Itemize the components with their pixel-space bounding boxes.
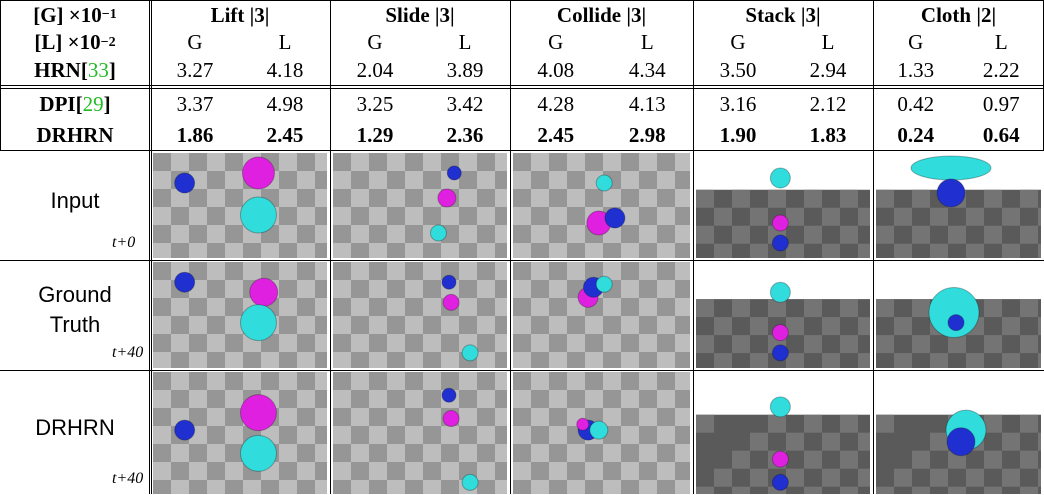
row-label: Input xyxy=(0,186,150,216)
simulation-image xyxy=(876,262,1041,368)
metric-header: L xyxy=(278,30,292,54)
rule xyxy=(510,0,511,494)
simulation-image xyxy=(876,372,1041,494)
row-label: Ground Truth xyxy=(0,280,150,340)
task-header: Collide |3| xyxy=(556,2,647,27)
citation-ref: 33 xyxy=(87,57,109,82)
table-value: 4.98 xyxy=(266,92,304,116)
rule xyxy=(149,0,150,494)
scale-text: [G] ×10 xyxy=(33,2,102,27)
citation-ref: 29 xyxy=(82,92,104,116)
task-header: Lift |3| xyxy=(210,2,270,27)
metric-header: L xyxy=(821,30,835,54)
table-value: 3.42 xyxy=(446,92,484,116)
table-value: 3.27 xyxy=(176,57,214,82)
table-value: 0.97 xyxy=(982,92,1020,116)
table-value: 4.13 xyxy=(628,92,666,116)
simulation-image xyxy=(333,153,507,258)
time-label: t+40 xyxy=(112,344,144,361)
table-value: 2.45 xyxy=(537,122,575,147)
table-value: 4.18 xyxy=(266,57,304,82)
simulation-image xyxy=(513,262,690,368)
table-value: 3.16 xyxy=(719,92,757,116)
simulation-image xyxy=(876,153,1041,258)
table-value: 2.12 xyxy=(809,92,847,116)
simulation-image xyxy=(333,372,507,494)
method: HRN xyxy=(34,57,81,82)
table-value: 1.33 xyxy=(897,57,935,82)
simulation-image xyxy=(696,372,870,494)
rule xyxy=(873,0,874,494)
rule xyxy=(693,0,694,494)
metric-header: L xyxy=(994,30,1008,54)
table-value: 3.50 xyxy=(719,57,757,82)
rule xyxy=(151,0,152,494)
simulation-image xyxy=(513,372,690,494)
rule xyxy=(0,260,1044,261)
simulation-image xyxy=(333,262,507,368)
task-header: Cloth |2| xyxy=(920,2,997,27)
rule xyxy=(330,0,331,494)
metric-header: G xyxy=(367,30,383,54)
row-label-line: Input xyxy=(50,187,100,213)
method-name: HRN [33] xyxy=(34,57,116,82)
method-name: DRHRN xyxy=(0,120,150,150)
method-name: DPI[29] xyxy=(39,92,111,116)
row-label-line: Ground xyxy=(38,282,112,307)
time-label: t+0 xyxy=(112,234,136,251)
table-value: 1.29 xyxy=(356,122,394,147)
metric-header: G xyxy=(730,30,746,54)
metric-header: G xyxy=(548,30,564,54)
rule xyxy=(0,150,1044,151)
simulation-image xyxy=(696,153,870,258)
table-value: 0.42 xyxy=(897,92,935,116)
scale-label: [L] ×10 −2 xyxy=(0,30,150,55)
method: DPI xyxy=(39,92,76,116)
scale-text: [L] ×10 xyxy=(34,30,101,54)
task-header: Slide |3| xyxy=(385,2,455,27)
table-value: 3.89 xyxy=(446,57,484,82)
table-value: 4.08 xyxy=(537,57,575,82)
scale-label: [G] ×10 −1 xyxy=(0,0,150,30)
table-value: 1.86 xyxy=(176,122,214,147)
row-label: DRHRN xyxy=(0,413,150,443)
simulation-image xyxy=(153,372,327,494)
table-value: 2.94 xyxy=(809,57,847,82)
table-value: 2.04 xyxy=(356,57,394,82)
table-value: 3.25 xyxy=(356,92,394,116)
rule xyxy=(0,0,1044,1)
table-value: 4.34 xyxy=(628,57,666,82)
metric-header: G xyxy=(187,30,203,54)
row-label-line: DRHRN xyxy=(35,415,115,440)
table-value: 0.64 xyxy=(982,122,1020,147)
method: DRHRN xyxy=(36,122,114,147)
metric-header: G xyxy=(908,30,924,54)
simulation-image xyxy=(513,153,690,258)
rule xyxy=(0,370,1044,371)
time-label: t+40 xyxy=(112,470,144,487)
rule xyxy=(0,88,1044,89)
simulation-image xyxy=(153,262,327,368)
table-value: 2.22 xyxy=(982,57,1020,82)
simulation-image xyxy=(153,153,327,258)
simulation-image xyxy=(696,262,870,368)
table-value: 3.37 xyxy=(176,92,214,116)
metric-header: L xyxy=(640,30,654,54)
table-value: 4.28 xyxy=(537,92,575,116)
rule xyxy=(0,85,1044,86)
table-value: 1.83 xyxy=(809,122,847,147)
scale-exponent: −2 xyxy=(100,34,116,50)
table-value: 2.36 xyxy=(446,122,484,147)
metric-header: L xyxy=(458,30,472,54)
rule xyxy=(0,0,1,150)
scale-exponent: −1 xyxy=(101,7,117,22)
table-value: 2.45 xyxy=(266,122,304,147)
table-value: 1.90 xyxy=(719,122,757,147)
row-label-line: Truth xyxy=(49,312,101,337)
table-value: 0.24 xyxy=(897,122,935,147)
task-header: Stack |3| xyxy=(745,2,821,27)
table-value: 2.98 xyxy=(628,122,666,147)
